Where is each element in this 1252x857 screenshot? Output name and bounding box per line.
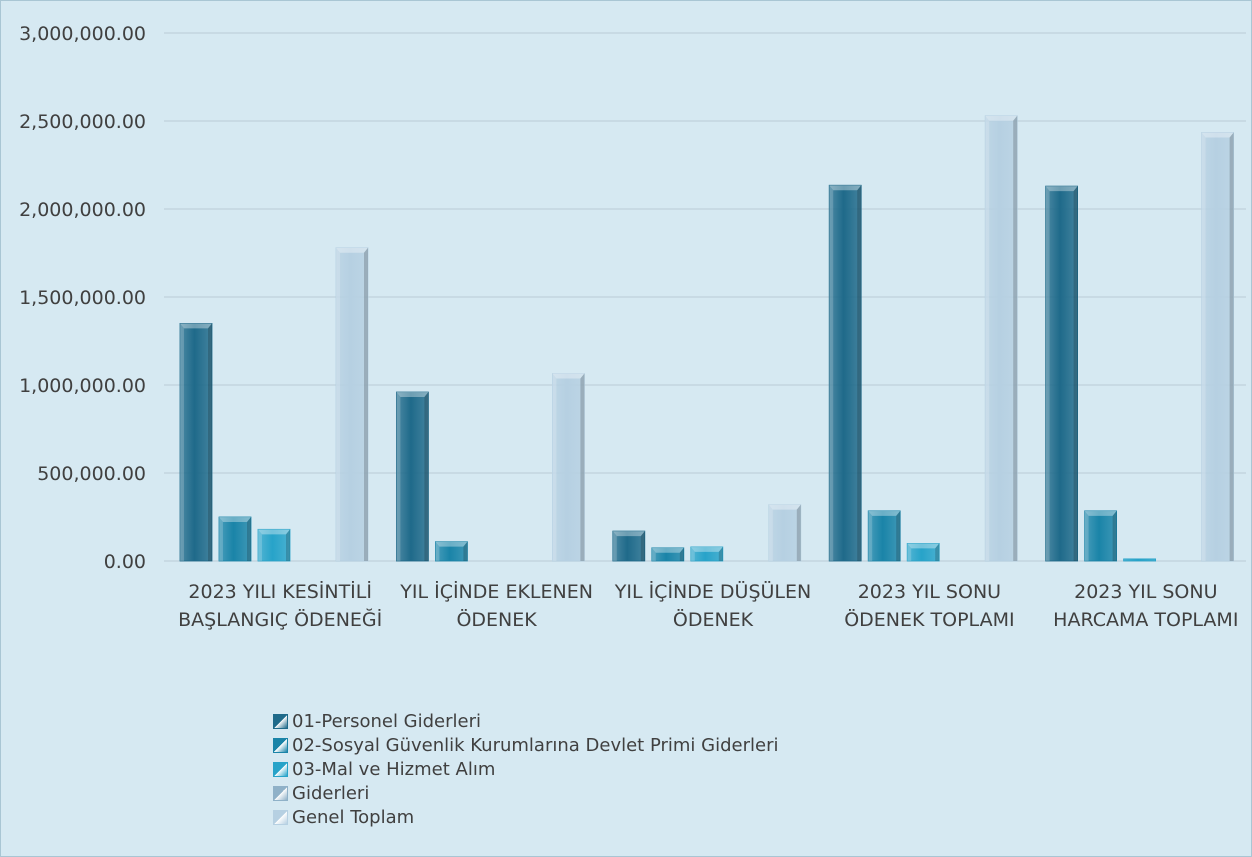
y-tick-label: 0.00	[104, 551, 146, 573]
bar	[1201, 132, 1234, 562]
legend-label: 03-Mal ve Hizmet Alım	[292, 758, 496, 780]
legend-label: 02-Sosyal Güvenlik Kurumlarına Devlet Pr…	[292, 734, 779, 756]
bar	[1123, 558, 1156, 562]
bar	[828, 184, 862, 562]
bar	[218, 516, 252, 562]
x-axis-category-labels: 2023 YILI KESİNTİLİ BAŞLANGIÇ ÖDENEĞİ YIL …	[178, 580, 1238, 631]
x-category-label: YIL İÇİNDE DÜŞÜLEN ÖDENEK	[614, 580, 812, 631]
x-category-label: 2023 YIL SONU HARCAMA TOPLAMI	[1053, 581, 1238, 631]
bars	[179, 115, 1234, 562]
legend-label: Giderleri	[292, 782, 370, 804]
bar	[612, 530, 646, 562]
legend-label: 01-Personel Giderleri	[292, 710, 482, 732]
y-axis-tick-labels: 0.00 500,000.00 1,000,000.00 1,500,000.00 2,…	[19, 23, 146, 573]
y-tick-label: 500,000.00	[37, 463, 146, 485]
legend-item: 01-Personel Giderleri	[273, 709, 778, 733]
legend-swatch	[273, 761, 288, 777]
y-tick-label: 2,500,000.00	[19, 111, 146, 133]
x-category-label: 2023 YIL SONU ÖDENEK TOPLAMI	[844, 581, 1014, 631]
bar	[179, 322, 213, 562]
legend-item: 02-Sosyal Güvenlik Kurumlarına Devlet Pr…	[273, 733, 778, 757]
bar	[690, 546, 724, 562]
bar	[906, 543, 940, 562]
legend-item: Genel Toplam	[273, 805, 778, 829]
bar	[395, 391, 429, 562]
y-tick-label: 1,500,000.00	[19, 287, 146, 309]
legend-item: Giderleri	[273, 781, 778, 805]
legend-swatch	[273, 737, 288, 753]
bar	[335, 247, 369, 562]
bar	[257, 528, 291, 562]
bar	[651, 547, 685, 562]
bar	[1084, 510, 1117, 562]
legend-swatch	[273, 713, 288, 729]
legend-label: Genel Toplam	[292, 806, 415, 828]
y-tick-label: 1,000,000.00	[19, 375, 146, 397]
bar	[1045, 185, 1078, 562]
legend-item: 03-Mal ve Hizmet Alım	[273, 757, 778, 781]
legend: 01-Personel Giderleri 02-Sosyal Güvenlik …	[273, 709, 778, 829]
bar-chart: 0.00 500,000.00 1,000,000.00 1,500,000.00 2,…	[19, 23, 1246, 631]
legend-swatch	[273, 785, 288, 801]
bar	[768, 504, 802, 562]
gridlines	[164, 32, 1246, 562]
bar	[552, 373, 585, 562]
bar	[434, 541, 468, 562]
bar	[867, 510, 901, 562]
x-category-label: 2023 YILI KESİNTİLİ BAŞLANGIÇ ÖDENEĞİ	[178, 580, 382, 631]
y-tick-label: 2,000,000.00	[19, 199, 146, 221]
bar	[984, 115, 1018, 562]
legend-swatch	[273, 809, 288, 825]
y-tick-label: 3,000,000.00	[19, 23, 146, 45]
x-category-label: YIL İÇİNDE EKLENEN ÖDENEK	[399, 580, 593, 631]
